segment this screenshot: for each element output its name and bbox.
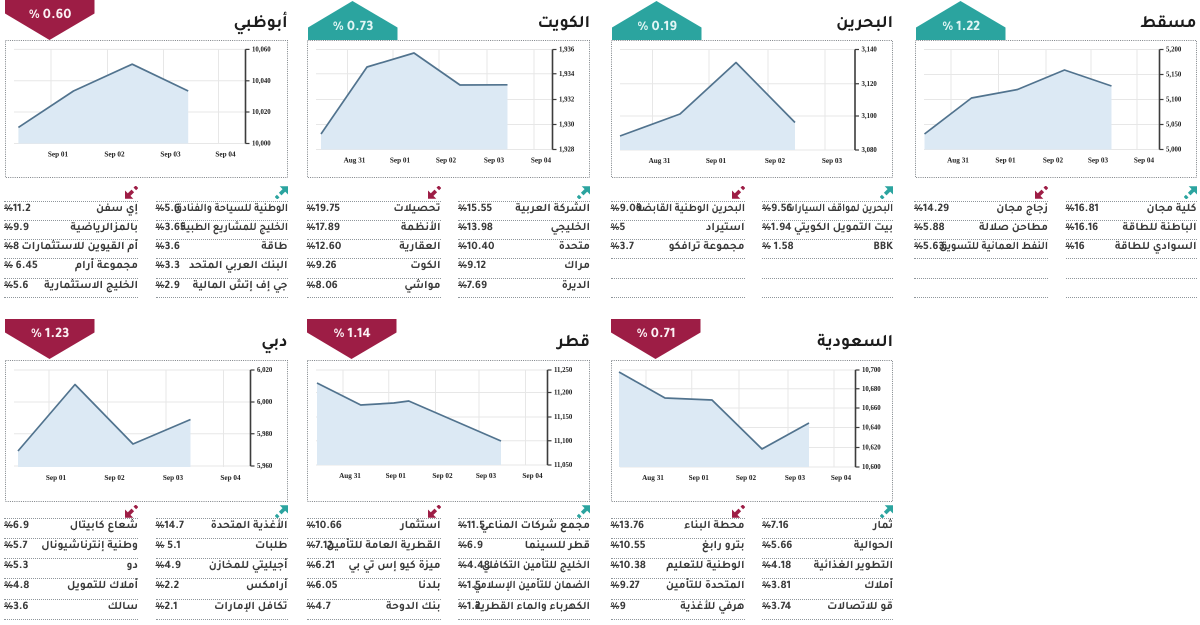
svg-text:11,200: 11,200 xyxy=(554,390,573,397)
svg-text:% 0.71: % 0.71 xyxy=(637,327,676,343)
svg-text:5,150: 5,150 xyxy=(1166,72,1182,79)
svg-text:6,020: 6,020 xyxy=(257,367,273,374)
svg-text:11,250: 11,250 xyxy=(554,367,573,374)
svg-text:5,050: 5,050 xyxy=(1166,122,1182,129)
svg-text:Aug 31: Aug 31 xyxy=(642,474,664,482)
svg-text:3,120: 3,120 xyxy=(862,81,878,88)
svg-text:Sep 03: Sep 03 xyxy=(160,151,181,159)
svg-text:Sep 02: Sep 02 xyxy=(436,157,457,165)
svg-text:10,640: 10,640 xyxy=(862,425,881,432)
svg-text:10,680: 10,680 xyxy=(862,386,881,393)
svg-text:% 1.14: % 1.14 xyxy=(333,327,370,343)
svg-text:% 1.23: % 1.23 xyxy=(30,327,68,343)
svg-text:% 1.22: % 1.22 xyxy=(942,20,980,36)
svg-text:3,080: 3,080 xyxy=(862,147,878,154)
svg-text:Sep 01: Sep 01 xyxy=(706,157,727,165)
svg-text:Sep 04: Sep 04 xyxy=(531,157,552,165)
svg-text:5,980: 5,980 xyxy=(257,431,273,438)
svg-text:1,930: 1,930 xyxy=(559,122,575,129)
svg-text:10,040: 10,040 xyxy=(252,78,271,85)
svg-text:1,934: 1,934 xyxy=(559,71,575,78)
svg-text:% 0.19: % 0.19 xyxy=(637,20,677,36)
svg-text:1,932: 1,932 xyxy=(559,97,575,104)
svg-text:Aug 31: Aug 31 xyxy=(947,157,969,165)
svg-text:Sep 04: Sep 04 xyxy=(1133,157,1154,165)
svg-text:5,000: 5,000 xyxy=(1166,147,1182,154)
svg-text:Sep 03: Sep 03 xyxy=(1087,157,1108,165)
svg-text:Sep 02: Sep 02 xyxy=(432,472,453,480)
svg-text:Aug 31: Aug 31 xyxy=(649,157,671,165)
svg-text:Sep 03: Sep 03 xyxy=(162,474,183,482)
svg-text:3,140: 3,140 xyxy=(862,47,878,54)
svg-text:Sep 02: Sep 02 xyxy=(736,474,757,482)
svg-text:10,700: 10,700 xyxy=(862,367,881,374)
svg-text:Sep 04: Sep 04 xyxy=(522,472,543,480)
svg-text:Sep 01: Sep 01 xyxy=(45,474,66,482)
svg-text:1,928: 1,928 xyxy=(559,147,575,154)
svg-text:10,660: 10,660 xyxy=(862,405,881,412)
svg-text:% 0.60: % 0.60 xyxy=(28,8,71,24)
svg-text:Sep 04: Sep 04 xyxy=(220,474,241,482)
svg-text:6,000: 6,000 xyxy=(257,399,273,406)
svg-text:5,200: 5,200 xyxy=(1166,47,1182,54)
svg-text:11,050: 11,050 xyxy=(554,462,573,469)
svg-text:11,100: 11,100 xyxy=(554,438,573,445)
svg-text:Sep 01: Sep 01 xyxy=(689,474,710,482)
svg-text:Sep 03: Sep 03 xyxy=(822,157,843,165)
svg-text:5,960: 5,960 xyxy=(257,463,273,470)
svg-text:Sep 01: Sep 01 xyxy=(47,151,68,159)
svg-text:10,600: 10,600 xyxy=(862,464,881,471)
svg-text:10,000: 10,000 xyxy=(252,141,271,148)
svg-text:Sep 02: Sep 02 xyxy=(104,474,125,482)
svg-text:1,936: 1,936 xyxy=(559,47,575,54)
svg-text:Aug 31: Aug 31 xyxy=(344,157,366,165)
svg-text:10,020: 10,020 xyxy=(252,109,271,116)
svg-text:3,100: 3,100 xyxy=(862,113,878,120)
svg-text:11,150: 11,150 xyxy=(554,414,573,421)
svg-text:5,100: 5,100 xyxy=(1166,97,1182,104)
svg-text:Sep 02: Sep 02 xyxy=(104,151,125,159)
svg-text:Sep 02: Sep 02 xyxy=(765,157,786,165)
svg-text:10,060: 10,060 xyxy=(252,47,271,54)
svg-text:Sep 03: Sep 03 xyxy=(785,474,806,482)
svg-text:Sep 01: Sep 01 xyxy=(995,157,1016,165)
svg-text:Sep 01: Sep 01 xyxy=(390,157,411,165)
svg-text:Sep 04: Sep 04 xyxy=(831,474,852,482)
svg-text:Sep 03: Sep 03 xyxy=(476,472,497,480)
svg-text:Sep 04: Sep 04 xyxy=(215,151,236,159)
svg-text:% 0.73: % 0.73 xyxy=(333,20,374,36)
svg-text:10,620: 10,620 xyxy=(862,445,881,452)
svg-text:Aug 31: Aug 31 xyxy=(339,472,361,480)
svg-text:Sep 01: Sep 01 xyxy=(386,472,407,480)
svg-text:Sep 02: Sep 02 xyxy=(1042,157,1063,165)
svg-text:Sep 03: Sep 03 xyxy=(484,157,505,165)
